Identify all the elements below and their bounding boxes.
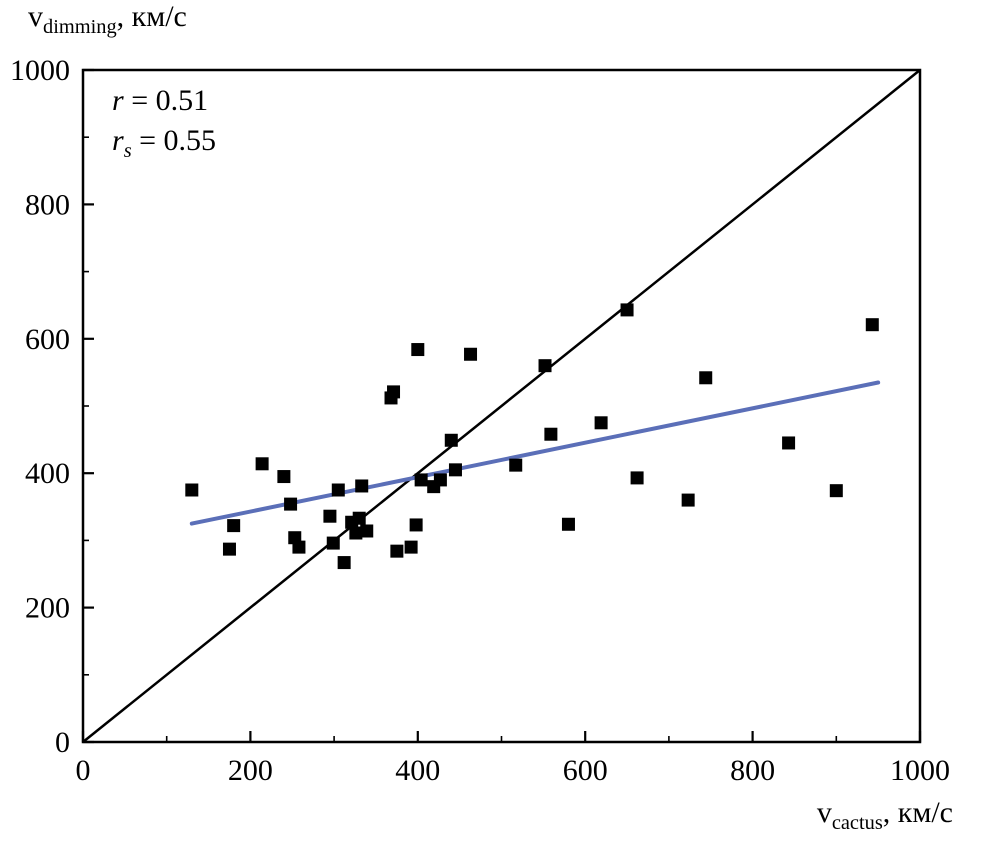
data-point	[561, 517, 575, 531]
data-point	[448, 463, 462, 477]
data-point	[411, 343, 425, 357]
correlation-coefficient-rs: rs = 0.55	[112, 124, 216, 163]
x-tick-label: 600	[563, 754, 608, 787]
fit-line	[189, 380, 881, 526]
data-point	[509, 458, 523, 472]
y-axis-label: vdimming, км/с	[28, 0, 187, 39]
y-tick-label: 200	[25, 592, 70, 625]
r-value: = 0.51	[123, 84, 209, 117]
x-tick-label: 1000	[890, 754, 950, 787]
rs-value: = 0.55	[131, 124, 217, 157]
data-point	[699, 371, 713, 385]
data-point	[292, 540, 306, 554]
x-tick-label: 800	[730, 754, 775, 787]
data-point	[390, 544, 404, 558]
data-point	[594, 416, 608, 430]
y-tick-label: 800	[25, 188, 70, 221]
x-axis-label-sub: cactus	[831, 812, 883, 834]
data-point	[349, 526, 363, 540]
data-point	[404, 540, 418, 554]
data-point	[326, 536, 340, 550]
x-axis-label: vcactus, км/с	[817, 796, 953, 835]
data-point	[255, 457, 269, 471]
y-tick-label: 0	[55, 726, 70, 759]
correlation-coefficient-r: r = 0.51	[112, 84, 208, 123]
x-tick-label: 200	[228, 754, 273, 787]
data-point	[185, 483, 199, 497]
data-point	[782, 436, 796, 450]
y-axis-label-sub: dimming	[43, 16, 117, 38]
data-point	[222, 542, 236, 556]
y-axis-label-units: , км/с	[116, 0, 187, 33]
data-point	[538, 359, 552, 373]
data-point	[387, 385, 401, 399]
identity-line	[82, 69, 921, 743]
data-point	[284, 497, 298, 511]
data-point	[829, 484, 843, 498]
data-point	[331, 483, 345, 497]
data-point	[352, 511, 366, 525]
data-point	[360, 524, 374, 538]
data-point	[444, 433, 458, 447]
x-tick-label: 0	[76, 754, 91, 787]
data-point	[409, 518, 423, 532]
data-point	[414, 473, 428, 487]
y-tick-label: 400	[25, 457, 70, 490]
data-point	[681, 493, 695, 507]
x-axis-label-base: v	[816, 796, 832, 829]
data-point	[323, 509, 337, 523]
data-point	[433, 473, 447, 487]
data-point	[865, 318, 879, 332]
data-point	[337, 556, 351, 570]
y-tick-label: 1000	[10, 54, 70, 87]
r-symbol: r	[112, 84, 124, 117]
x-tick-label: 400	[395, 754, 440, 787]
data-point	[620, 303, 634, 317]
y-tick-label: 600	[25, 323, 70, 356]
rs-symbol: r	[112, 124, 124, 157]
x-axis-label-units: , км/с	[882, 796, 953, 829]
data-point	[464, 347, 478, 361]
data-point	[630, 471, 644, 485]
rs-symbol-sub: s	[123, 140, 132, 162]
y-axis-label-base: v	[28, 0, 43, 33]
data-point	[227, 519, 241, 533]
data-point	[544, 427, 558, 441]
data-point	[277, 470, 291, 484]
data-point	[355, 479, 369, 493]
